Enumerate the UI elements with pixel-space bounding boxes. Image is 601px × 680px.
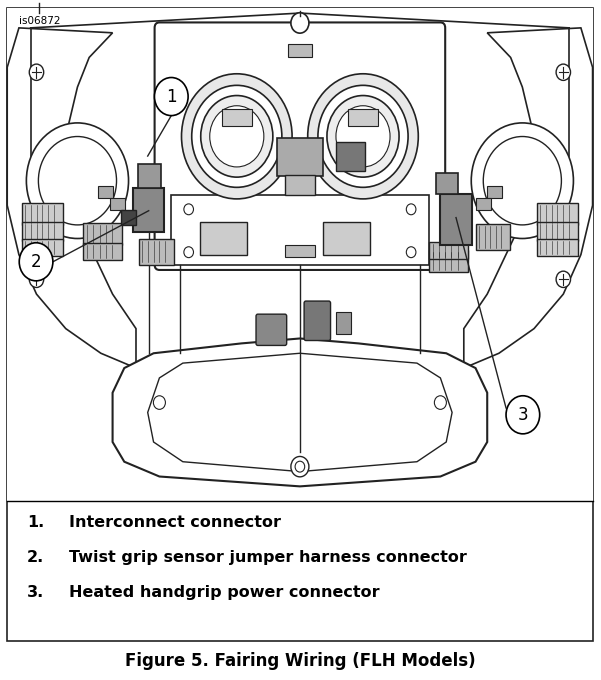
- Circle shape: [192, 85, 282, 187]
- Circle shape: [19, 243, 53, 281]
- Circle shape: [184, 247, 194, 258]
- Bar: [84, 243, 123, 260]
- Bar: [348, 109, 378, 126]
- Circle shape: [435, 396, 447, 409]
- Circle shape: [38, 137, 117, 225]
- Bar: [429, 241, 468, 258]
- Bar: [22, 222, 63, 241]
- Polygon shape: [464, 28, 593, 368]
- Circle shape: [295, 461, 305, 472]
- Circle shape: [471, 123, 573, 239]
- Bar: [138, 165, 160, 188]
- Bar: [222, 109, 252, 126]
- Circle shape: [29, 64, 44, 80]
- Bar: [285, 245, 315, 257]
- Bar: [336, 311, 351, 333]
- Circle shape: [506, 396, 540, 434]
- Text: Twist grip sensor jumper harness connector: Twist grip sensor jumper harness connect…: [69, 550, 467, 565]
- FancyBboxPatch shape: [154, 22, 445, 270]
- Circle shape: [336, 105, 390, 167]
- Bar: [285, 175, 315, 195]
- Polygon shape: [7, 28, 136, 368]
- Bar: [441, 194, 472, 245]
- Bar: [200, 222, 247, 254]
- Text: 1.: 1.: [27, 515, 44, 530]
- Bar: [323, 222, 370, 254]
- Text: 1: 1: [166, 88, 177, 105]
- Circle shape: [318, 85, 408, 187]
- Bar: [121, 210, 136, 225]
- Bar: [487, 186, 502, 198]
- Bar: [133, 188, 164, 233]
- Bar: [98, 186, 113, 198]
- Circle shape: [406, 247, 416, 258]
- Circle shape: [201, 95, 273, 177]
- Bar: [436, 173, 459, 194]
- Bar: [537, 239, 578, 256]
- Bar: [171, 195, 429, 265]
- Circle shape: [184, 204, 194, 215]
- Bar: [84, 223, 123, 245]
- Bar: [288, 44, 312, 57]
- Bar: [22, 203, 63, 225]
- Text: is06872: is06872: [19, 16, 61, 26]
- Bar: [429, 250, 468, 272]
- Text: 3.: 3.: [27, 585, 44, 600]
- Bar: [7, 8, 593, 501]
- FancyBboxPatch shape: [304, 301, 331, 341]
- Circle shape: [556, 271, 570, 288]
- Circle shape: [291, 456, 309, 477]
- Circle shape: [26, 123, 129, 239]
- Bar: [109, 198, 124, 210]
- Circle shape: [556, 64, 570, 80]
- Circle shape: [29, 271, 44, 288]
- Circle shape: [406, 204, 416, 215]
- Text: Heated handgrip power connector: Heated handgrip power connector: [69, 585, 380, 600]
- Bar: [336, 142, 365, 171]
- Circle shape: [327, 95, 399, 177]
- Text: Interconnect connector: Interconnect connector: [69, 515, 281, 530]
- Circle shape: [153, 396, 165, 409]
- Bar: [475, 198, 490, 210]
- Bar: [475, 224, 510, 250]
- Bar: [537, 203, 578, 225]
- Circle shape: [291, 13, 309, 33]
- Text: 2: 2: [31, 253, 41, 271]
- Circle shape: [210, 105, 264, 167]
- Bar: [139, 239, 174, 265]
- Polygon shape: [112, 339, 487, 486]
- Text: 3: 3: [517, 406, 528, 424]
- Circle shape: [182, 73, 292, 199]
- Text: Figure 5. Fairing Wiring (FLH Models): Figure 5. Fairing Wiring (FLH Models): [125, 652, 476, 670]
- Text: 2.: 2.: [27, 550, 44, 565]
- Bar: [22, 239, 63, 256]
- Bar: [537, 222, 578, 241]
- Circle shape: [308, 73, 418, 199]
- Circle shape: [483, 137, 561, 225]
- Polygon shape: [148, 354, 452, 472]
- FancyBboxPatch shape: [256, 314, 287, 345]
- Circle shape: [154, 78, 188, 116]
- Bar: [277, 138, 323, 175]
